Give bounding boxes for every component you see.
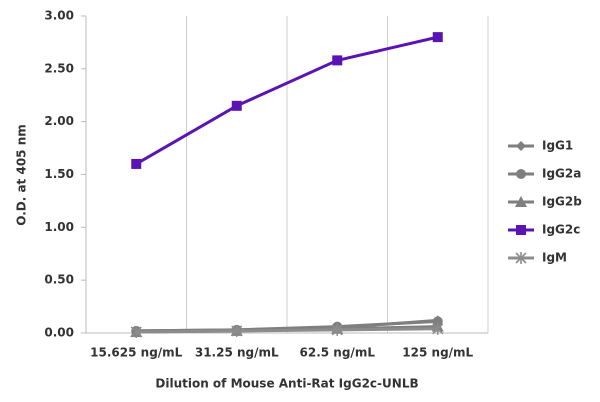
x-tick-label: 62.5 ng/mL — [300, 346, 376, 360]
data-point — [432, 32, 443, 43]
data-point — [130, 325, 142, 338]
legend-marker — [515, 196, 527, 207]
legend-marker — [516, 169, 526, 179]
y-tick-label: 2.50 — [44, 61, 74, 75]
x-tick-label: 125 ng/mL — [402, 346, 473, 360]
y-tick-label: 1.00 — [44, 220, 74, 234]
data-point — [331, 323, 343, 336]
data-point — [332, 55, 343, 66]
x-tick-label: 15.625 ng/mL — [90, 346, 183, 360]
y-tick-label: 1.50 — [44, 167, 74, 181]
y-axis-title: O.D. at 405 nm — [15, 124, 29, 225]
series-line — [136, 327, 438, 334]
legend-label: IgG1 — [542, 139, 573, 153]
data-point — [231, 100, 242, 111]
legend-label: IgG2c — [542, 223, 580, 237]
legend-marker — [516, 141, 526, 151]
y-tick-label: 2.00 — [44, 114, 74, 128]
legend-label: IgM — [542, 251, 567, 265]
data-point — [231, 324, 243, 337]
x-axis-title: Dilution of Mouse Anti-Rat IgG2c-UNLB — [155, 377, 418, 391]
y-tick-label: 0.00 — [44, 326, 74, 340]
y-tick-label: 0.50 — [44, 273, 74, 287]
legend-marker — [515, 252, 527, 264]
series-line — [135, 35, 439, 166]
x-tick-label: 31.25 ng/mL — [195, 346, 279, 360]
data-point — [131, 158, 142, 169]
legend-marker — [516, 225, 526, 235]
y-tick-label: 3.00 — [44, 9, 74, 23]
legend-label: IgG2a — [542, 167, 581, 181]
data-point — [432, 322, 444, 335]
legend-label: IgG2b — [542, 195, 582, 209]
